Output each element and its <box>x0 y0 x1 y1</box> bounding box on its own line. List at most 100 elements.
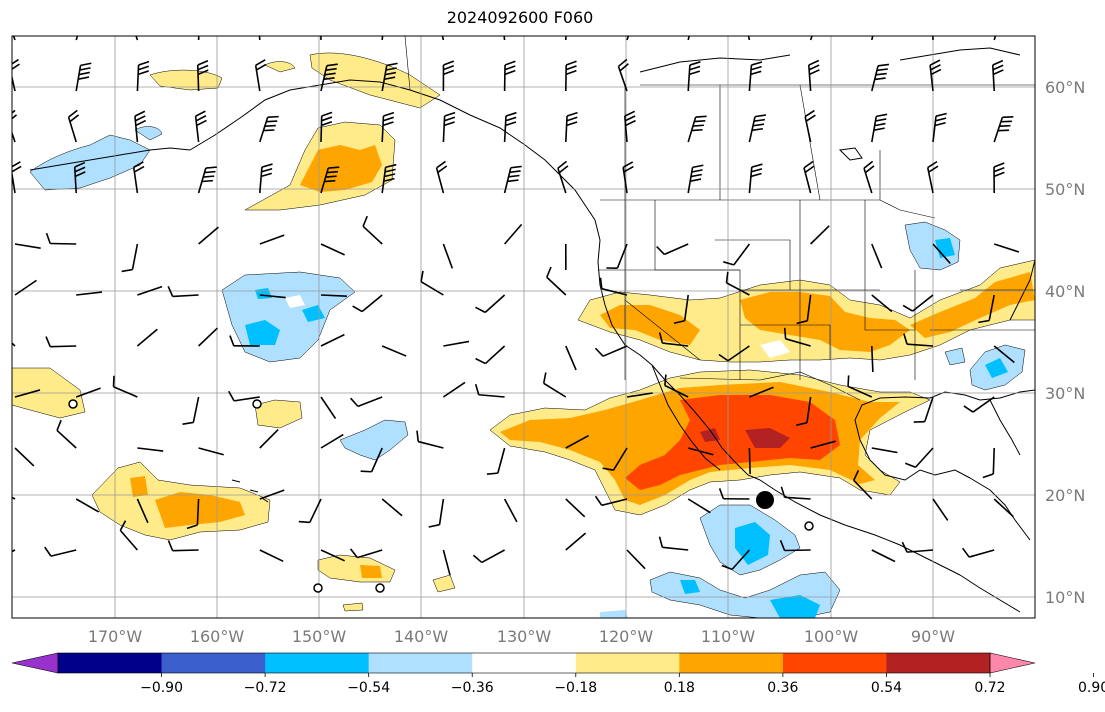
wind-barb-flag <box>321 111 333 117</box>
wind-barb-flag <box>298 520 310 524</box>
wind-barb-flag <box>753 118 766 122</box>
wind-barb-flag <box>902 304 913 312</box>
wind-barb <box>198 226 219 245</box>
wind-barb-flag <box>45 336 51 348</box>
wind-barb <box>320 333 345 347</box>
wind-barb-flag <box>874 27 885 29</box>
wind-barb-flag <box>443 121 455 127</box>
wind-barb-flag <box>927 160 938 169</box>
anomaly-region <box>735 522 770 565</box>
wind-barb-flag <box>133 161 144 168</box>
wind-barb-flag <box>360 470 372 473</box>
lon-label: 110°W <box>701 627 756 646</box>
wind-barb-flag <box>542 372 547 384</box>
wind-barb <box>748 447 751 475</box>
wind-barb <box>484 345 506 365</box>
wind-barb-flag <box>197 69 209 76</box>
colorbar-label: −0.90 <box>140 680 183 696</box>
wind-barb-flag <box>199 15 209 18</box>
wind-barb <box>443 340 470 347</box>
station-marker <box>68 399 78 409</box>
wind-barb-flag <box>382 121 394 127</box>
wind-barb <box>418 440 444 449</box>
wind-barb-flag <box>384 20 395 23</box>
colorbar-label: 0.18 <box>664 680 695 696</box>
wind-barb-flag <box>325 67 337 72</box>
wind-barb-flag <box>502 9 512 14</box>
wind-barb <box>733 243 751 266</box>
wind-barb-flag <box>186 524 198 530</box>
wind-barb <box>442 549 451 576</box>
wind-barb-flag <box>935 117 947 122</box>
wind-barb-flag <box>437 165 448 174</box>
wind-barb <box>442 243 454 269</box>
wind-barb-flag <box>658 332 664 344</box>
wind-barb-flag <box>119 520 127 531</box>
wind-barb <box>357 549 383 559</box>
wind-barb <box>543 382 567 398</box>
wind-barb-flag <box>566 15 576 19</box>
anomaly-region <box>700 428 720 442</box>
wind-barb-flag <box>384 76 396 81</box>
wind-barb-flag <box>69 114 80 123</box>
anomaly-region <box>770 595 820 618</box>
wind-barb-flag <box>982 473 994 479</box>
wind-barb-flag <box>197 60 209 66</box>
wind-barb-flag <box>929 59 941 66</box>
wind-barb-flag <box>12 58 19 65</box>
wind-barb-flag <box>873 127 885 132</box>
anomaly-region <box>342 602 364 612</box>
wind-barb-flag <box>80 28 91 29</box>
wind-barb-flag <box>261 167 273 173</box>
wind-barb-flag <box>877 63 890 67</box>
colorbar-label: 0.72 <box>974 680 1005 696</box>
wind-barb-flag <box>195 110 206 117</box>
wind-barb <box>56 429 77 449</box>
wind-barb-flag <box>694 119 706 123</box>
wind-barb <box>320 549 345 562</box>
wind-barb-flag <box>566 111 578 117</box>
wind-barb-flag <box>744 9 753 15</box>
wind-barb-flag <box>384 71 397 76</box>
wind-barb-flag <box>932 14 942 18</box>
wind-barb <box>993 498 1014 518</box>
wind-barb-flag <box>689 61 701 66</box>
wind-barb-flag <box>978 319 990 324</box>
wind-barb-flag <box>565 60 577 66</box>
wind-barb-flag <box>751 168 763 173</box>
wind-barb <box>687 498 711 514</box>
wind-barb <box>602 345 628 357</box>
wind-barb-flag <box>796 320 808 325</box>
wind-barb-flag <box>133 165 145 173</box>
wind-barb <box>546 276 567 296</box>
wind-barb <box>320 433 344 449</box>
colorbar-segment <box>368 653 473 673</box>
wind-barb-flag <box>505 111 517 117</box>
wind-barb-flag <box>12 165 22 173</box>
wind-barb-flag <box>505 116 517 122</box>
wind-barb <box>785 338 811 347</box>
anomaly-region <box>285 295 305 308</box>
wind-barb-flag <box>386 62 398 67</box>
wind-barb-flag <box>74 171 86 178</box>
wind-barb <box>136 498 149 524</box>
wind-barb-flag <box>932 10 942 14</box>
wind-barb <box>988 294 995 321</box>
wind-barb-flag <box>436 160 446 169</box>
wind-barb <box>626 549 646 570</box>
wind-barb <box>993 243 1020 253</box>
wind-barb-flag <box>780 486 786 498</box>
wind-barb-flag <box>324 179 336 183</box>
colorbar-label: 0.54 <box>871 680 902 696</box>
wind-barb-flag <box>383 111 395 117</box>
wind-barb-flag <box>79 67 91 71</box>
wind-barb-flag <box>599 277 603 289</box>
wind-barb-flag <box>504 69 516 76</box>
wind-barb <box>924 396 934 422</box>
wind-barb-flag <box>565 65 577 71</box>
map-title: 2024092600 F060 <box>446 8 594 27</box>
wind-barb-flag <box>622 161 634 168</box>
wind-barb <box>806 294 812 321</box>
wind-barb-flag <box>751 163 763 168</box>
wind-barb <box>871 447 898 454</box>
